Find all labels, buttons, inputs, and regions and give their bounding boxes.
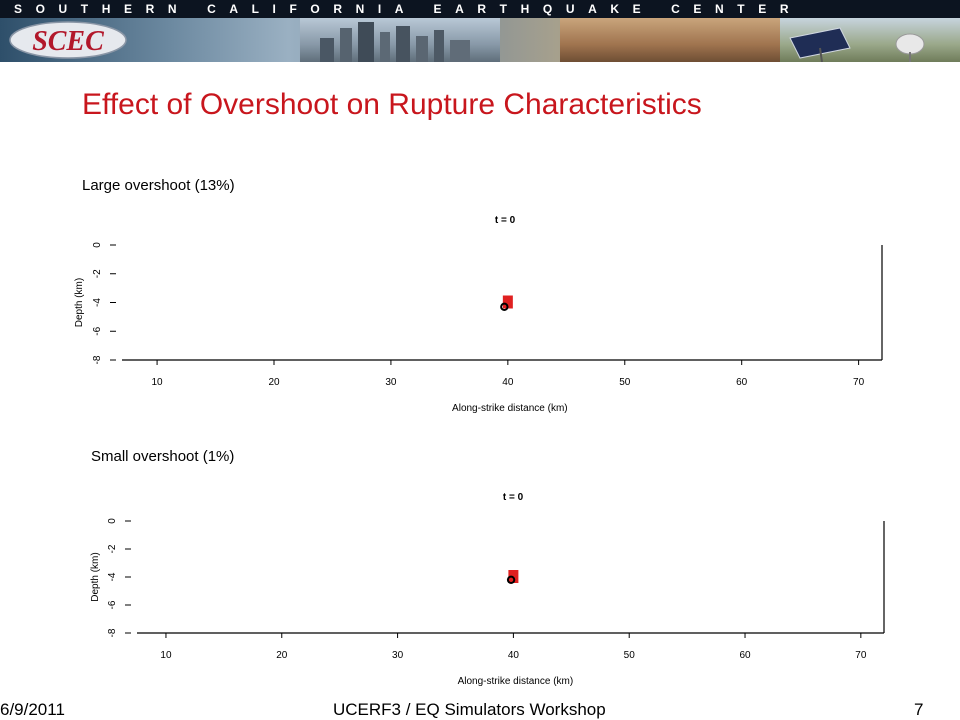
banner-title: SOUTHERN CALIFORNIA EARTHQUAKE CENTER: [0, 0, 960, 18]
y-tick-label: -2: [107, 544, 118, 553]
skyline-icon: [320, 22, 470, 62]
x-tick-label: 30: [392, 650, 404, 661]
footer-date: 6/9/2011: [0, 700, 65, 719]
slide-title: Effect of Overshoot on Rupture Character…: [82, 88, 702, 121]
x-tick-label: 70: [855, 650, 867, 661]
x-tick-label: 10: [160, 650, 172, 661]
y-tick-label: -2: [92, 269, 103, 278]
field-team-photo: [560, 18, 780, 62]
city-skyline-photo: [300, 18, 500, 62]
x-tick-label: 60: [736, 377, 748, 388]
footer-workshop: UCERF3 / EQ Simulators Workshop: [333, 700, 606, 719]
logo-text: SCEC: [32, 26, 104, 57]
chart-small-overshoot: t = 0 10 20 30 40 50 60 70 0 -2 -4 -6 -8 Along-strike…: [90, 492, 885, 687]
y-tick-label: -6: [92, 326, 103, 335]
panel-label-small-overshoot: Small overshoot (1%): [91, 448, 235, 465]
x-axis-label: Along-strike distance (km): [452, 403, 568, 414]
hypocenter-marker: [500, 302, 509, 312]
x-tick-label: 60: [739, 650, 751, 661]
x-axis-label: Along-strike distance (km): [458, 676, 574, 687]
x-tick-label: 10: [152, 377, 164, 388]
scec-logo: SCEC: [9, 21, 127, 59]
y-tick-label: -4: [92, 298, 103, 307]
x-tick-label: 50: [619, 377, 631, 388]
x-tick-label: 50: [624, 650, 636, 661]
x-tick-label: 70: [853, 377, 865, 388]
y-axis-label: Depth (km): [74, 278, 85, 327]
panel-label-large-overshoot: Large overshoot (13%): [82, 177, 235, 194]
y-axis-label: Depth (km): [90, 552, 101, 601]
solar-panel-icon: [789, 27, 925, 62]
hypocenter-marker: [506, 575, 516, 585]
y-tick-label: -8: [107, 628, 118, 637]
solar-station-photo: [780, 18, 960, 62]
chart-title: t = 0: [503, 492, 524, 503]
header-banner: SOUTHERN CALIFORNIA EARTHQUAKE CENTER SC…: [0, 0, 960, 62]
y-tick-label: 0: [92, 242, 103, 248]
x-tick-label: 40: [502, 377, 514, 388]
x-tick-label: 30: [385, 377, 397, 388]
x-tick-label: 20: [268, 377, 280, 388]
x-tick-label: 40: [508, 650, 520, 661]
x-tick-label: 20: [276, 650, 288, 661]
chart-title: t = 0: [495, 215, 516, 226]
y-tick-label: -4: [107, 572, 118, 581]
footer-page-number: 7: [914, 700, 924, 719]
rupture-patch-marker: [502, 295, 513, 309]
y-tick-label: 0: [107, 518, 118, 524]
y-tick-label: -6: [107, 600, 118, 609]
y-tick-label: -8: [92, 355, 103, 364]
chart-large-overshoot: t = 0 10 20 30 40 50 60 70 0 -2 -4 -6 -8 Along-strike…: [74, 215, 883, 414]
